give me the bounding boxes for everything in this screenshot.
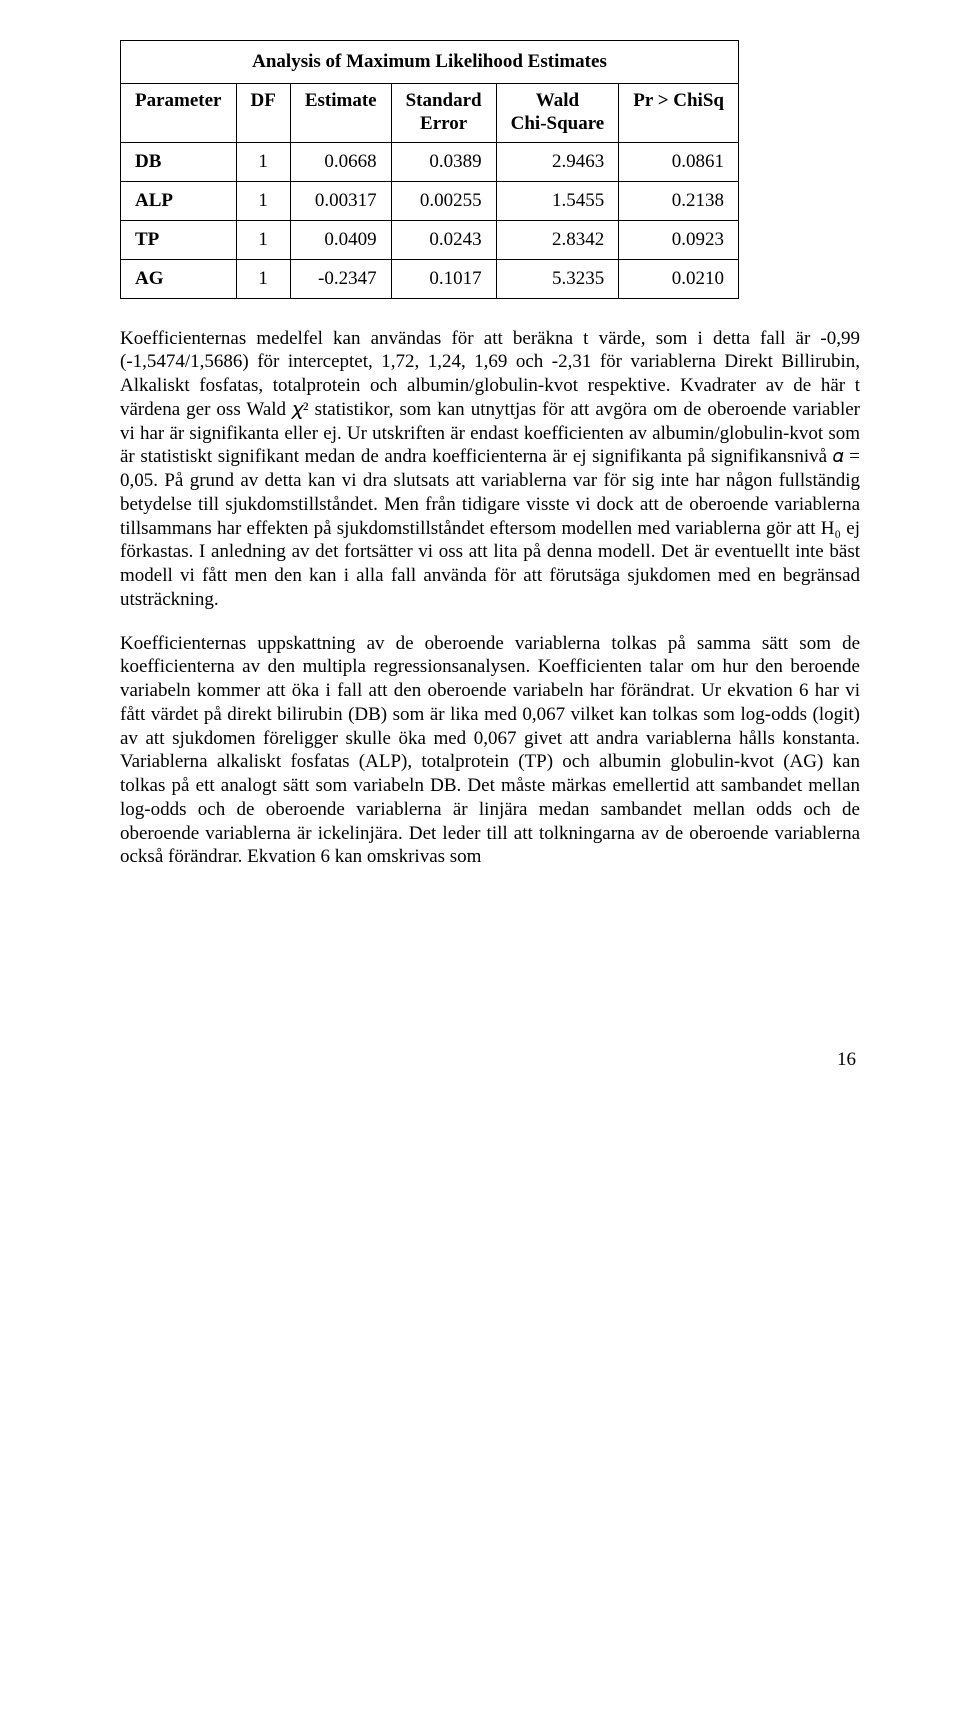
cell-se: 0.0243	[391, 220, 496, 259]
col-estimate: Estimate	[290, 84, 391, 143]
cell-df: 1	[236, 181, 290, 220]
cell-param: ALP	[121, 181, 237, 220]
cell-pr: 0.0861	[619, 142, 739, 181]
cell-wald: 2.9463	[496, 142, 619, 181]
cell-pr: 0.0923	[619, 220, 739, 259]
page-number: 16	[120, 1049, 860, 1071]
paragraph-1: Koefficienternas medelfel kan användas f…	[120, 327, 860, 612]
cell-pr: 0.2138	[619, 181, 739, 220]
table-row: TP 1 0.0409 0.0243 2.8342 0.0923	[121, 220, 739, 259]
cell-param: AG	[121, 259, 237, 298]
cell-wald: 1.5455	[496, 181, 619, 220]
col-stderr-line2: Error	[406, 113, 482, 136]
cell-est: 0.00317	[290, 181, 391, 220]
table-caption: Analysis of Maximum Likelihood Estimates	[121, 41, 739, 84]
mle-table: Analysis of Maximum Likelihood Estimates…	[120, 40, 739, 299]
cell-param: DB	[121, 142, 237, 181]
cell-pr: 0.0210	[619, 259, 739, 298]
cell-wald: 5.3235	[496, 259, 619, 298]
cell-se: 0.1017	[391, 259, 496, 298]
cell-est: -0.2347	[290, 259, 391, 298]
table-row: DB 1 0.0668 0.0389 2.9463 0.0861	[121, 142, 739, 181]
cell-df: 1	[236, 259, 290, 298]
col-wald-line1: Wald	[511, 90, 605, 113]
cell-df: 1	[236, 142, 290, 181]
col-wald: Wald Chi-Square	[496, 84, 619, 143]
col-df: DF	[236, 84, 290, 143]
paragraph-2: Koefficienternas uppskattning av de ober…	[120, 632, 860, 870]
cell-est: 0.0409	[290, 220, 391, 259]
col-wald-line2: Chi-Square	[511, 113, 605, 136]
table-row: AG 1 -0.2347 0.1017 5.3235 0.0210	[121, 259, 739, 298]
cell-param: TP	[121, 220, 237, 259]
cell-se: 0.00255	[391, 181, 496, 220]
col-stderr-line1: Standard	[406, 90, 482, 113]
cell-se: 0.0389	[391, 142, 496, 181]
table-row: ALP 1 0.00317 0.00255 1.5455 0.2138	[121, 181, 739, 220]
col-parameter: Parameter	[121, 84, 237, 143]
col-stderr: Standard Error	[391, 84, 496, 143]
col-pr: Pr > ChiSq	[619, 84, 739, 143]
cell-wald: 2.8342	[496, 220, 619, 259]
cell-est: 0.0668	[290, 142, 391, 181]
cell-df: 1	[236, 220, 290, 259]
